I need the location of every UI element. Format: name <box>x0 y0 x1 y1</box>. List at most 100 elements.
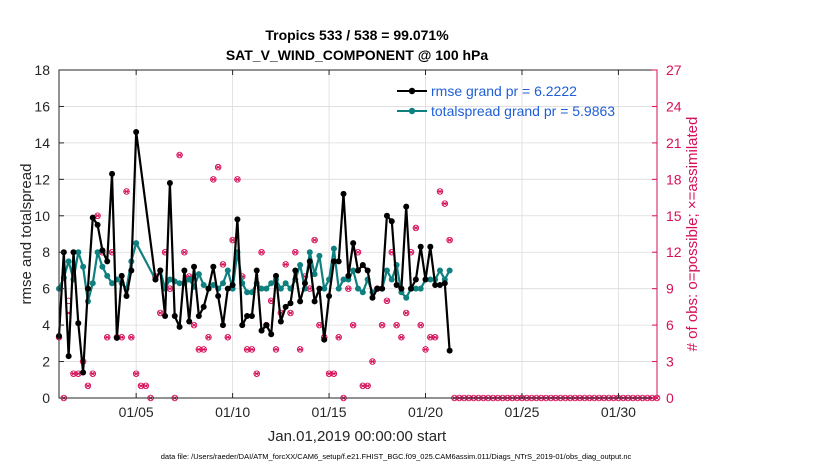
y-tick-label: 4 <box>42 317 50 333</box>
rmse-point <box>408 285 415 292</box>
rmse-point <box>253 267 260 274</box>
rmse-point <box>417 243 424 250</box>
rmse-point <box>311 298 318 305</box>
rmse-point <box>80 369 87 376</box>
totalspread-point <box>335 285 342 292</box>
rmse-point <box>123 292 130 299</box>
rmse-point <box>162 313 169 319</box>
legend-rmse-marker <box>408 87 416 95</box>
rmse-point <box>89 214 96 221</box>
obs-assimilated-point <box>432 334 439 340</box>
rmse-point <box>268 331 275 338</box>
rmse-point <box>403 203 410 210</box>
obs-assimilated-point <box>89 371 96 377</box>
y2-tick-label: 24 <box>666 98 682 114</box>
y-tick-label: 2 <box>42 354 50 370</box>
rmse-point <box>229 282 236 289</box>
rmse-point <box>224 285 231 292</box>
rmse-point <box>99 247 106 254</box>
obs-assimilated-point <box>398 334 405 340</box>
footer-data-file: data file: /Users/raeder/DAI/ATM_forcXX/… <box>161 452 632 461</box>
totalspread-point <box>297 261 304 268</box>
y2-tick-label: 0 <box>666 390 674 406</box>
x-tick-label: 01/20 <box>408 404 443 420</box>
rmse-point <box>205 285 212 292</box>
totalspread-point <box>316 252 323 259</box>
obs-assimilated-point <box>417 322 424 328</box>
rmse-point <box>118 272 125 279</box>
obs-assimilated-point <box>123 188 130 194</box>
rmse-point <box>369 294 376 301</box>
rmse-point <box>412 276 419 283</box>
rmse-point <box>258 327 265 334</box>
rmse-point <box>292 267 299 274</box>
obs-assimilated-point <box>133 371 140 377</box>
rmse-point <box>441 280 448 287</box>
rmse-point <box>364 267 371 274</box>
obs-assimilated-point <box>422 346 429 352</box>
y2-tick-label: 3 <box>666 354 674 370</box>
rmse-point <box>345 272 352 279</box>
rmse-point <box>374 285 381 292</box>
y-tick-label: 16 <box>34 98 50 114</box>
legend-spread-marker <box>408 107 416 115</box>
chart-title: Tropics 533 / 538 = 99.071% <box>265 27 449 43</box>
totalspread-point <box>224 267 231 274</box>
rmse-point <box>104 258 111 265</box>
totalspread-point <box>383 267 390 274</box>
obs-assimilated-point <box>224 334 231 340</box>
rmse-point <box>398 285 405 292</box>
rmse-point <box>152 276 159 283</box>
obs-assimilated-point <box>316 322 323 328</box>
y-tick-label: 18 <box>34 62 50 78</box>
obs-assimilated-point <box>287 310 294 316</box>
rmse-point <box>84 285 91 292</box>
rmse-point <box>75 320 82 327</box>
rmse-point <box>388 218 395 225</box>
rmse-point <box>326 292 333 299</box>
obs-assimilated-point <box>205 334 212 340</box>
rmse-point <box>355 267 361 274</box>
obs-assimilated-point <box>441 201 448 207</box>
rmse-point <box>263 322 270 329</box>
y2-tick-label: 18 <box>666 171 682 187</box>
obs-assimilated-point <box>273 346 280 352</box>
y2-tick-label: 9 <box>666 281 674 297</box>
totalspread-point <box>427 276 434 283</box>
rmse-point <box>340 190 347 197</box>
obs-assimilated-point <box>253 371 260 377</box>
obs-assimilated-point <box>104 334 111 340</box>
obs-assimilated-point <box>229 237 236 243</box>
rmse-point <box>171 313 178 319</box>
obs-assimilated-point <box>364 383 371 389</box>
rmse-point <box>287 300 294 307</box>
rmse-point <box>306 258 313 265</box>
rmse-point <box>301 280 308 287</box>
obs-assimilated-point <box>379 322 386 328</box>
rmse-point <box>157 267 164 274</box>
legend-rmse-label: rmse grand pr = 6.2222 <box>431 83 577 99</box>
totalspread-point <box>89 280 96 287</box>
obs-assimilated-point <box>258 249 265 255</box>
rmse-point <box>383 212 390 219</box>
obs-assimilated-point <box>215 164 222 170</box>
totalspread-point <box>321 285 328 292</box>
rmse-point <box>282 303 289 310</box>
totalspread-point <box>133 240 140 247</box>
x-tick-label: 01/25 <box>504 404 539 420</box>
totalspread-point <box>75 249 82 256</box>
rmse-point <box>109 170 116 177</box>
totalspread-point <box>94 249 101 256</box>
obs-assimilated-point <box>345 286 352 292</box>
obs-assimilated-point <box>248 346 255 352</box>
rmse-point <box>215 292 222 299</box>
obs-assimilated-point <box>157 310 164 316</box>
rmse-point <box>446 347 453 354</box>
x-axis-label: Jan.01,2019 00:00:00 start <box>268 428 447 445</box>
obs-assimilated-point <box>181 249 188 255</box>
obs-assimilated-point <box>142 383 149 389</box>
rmse-point <box>113 334 120 341</box>
rmse-point <box>65 353 72 360</box>
rmse-point <box>321 336 328 343</box>
